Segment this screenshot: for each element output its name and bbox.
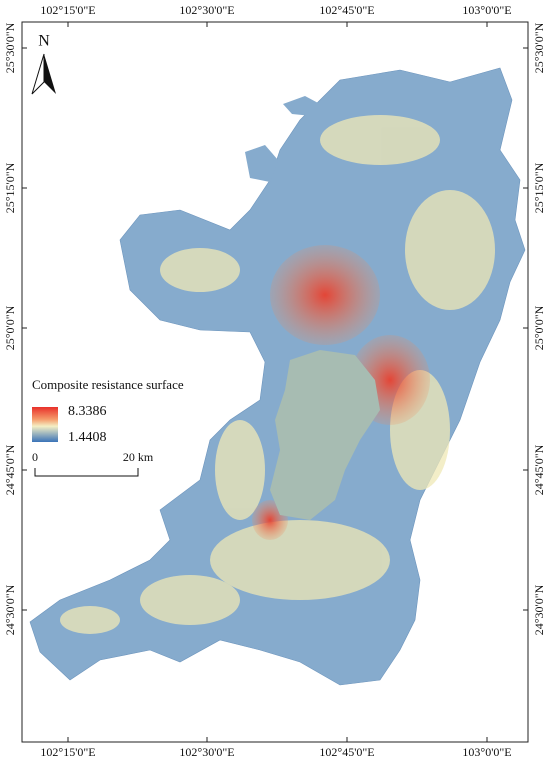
north-label: N [38,33,50,50]
longitude-label: 102°45'0"E [319,745,374,759]
north-arrow: N [31,33,56,95]
longitude-label: 102°30'0"E [179,745,234,759]
legend: Composite resistance surface 8.3386 1.44… [32,377,184,445]
latitude-label: 24°30'0"N [532,584,546,635]
longitude-label: 102°45'0"E [319,3,374,17]
legend-low: 1.4408 [68,430,107,445]
latitude-label: 25°15'0"N [3,162,17,213]
latitude-label: 24°45'0"N [532,444,546,495]
longitude-label: 102°15'0"E [40,3,95,17]
latitude-label: 25°0'0"N [532,305,546,350]
scale-bar: 0 20 km [32,450,154,477]
latitude-label: 24°30'0"N [3,584,17,635]
legend-high: 8.3386 [68,404,107,419]
legend-colorbar [32,407,58,442]
legend-title: Composite resistance surface [32,377,184,392]
latitude-label: 25°0'0"N [3,305,17,350]
longitude-label: 103°0'0"E [462,3,511,17]
latitude-label: 25°15'0"N [532,162,546,213]
scale-start: 0 [32,450,38,464]
latitude-label: 25°30'0"N [3,22,17,73]
longitude-label: 103°0'0"E [462,745,511,759]
scale-end: 20 km [123,450,154,464]
longitude-label: 102°30'0"E [179,3,234,17]
study-area [29,67,526,686]
graticule-labels: 102°15'0"E 102°15'0"E 102°30'0"E 102°30'0"E… [3,3,546,759]
latitude-label: 25°30'0"N [532,22,546,73]
longitude-label: 102°15'0"E [40,745,95,759]
latitude-label: 24°45'0"N [3,444,17,495]
lake [270,350,380,520]
